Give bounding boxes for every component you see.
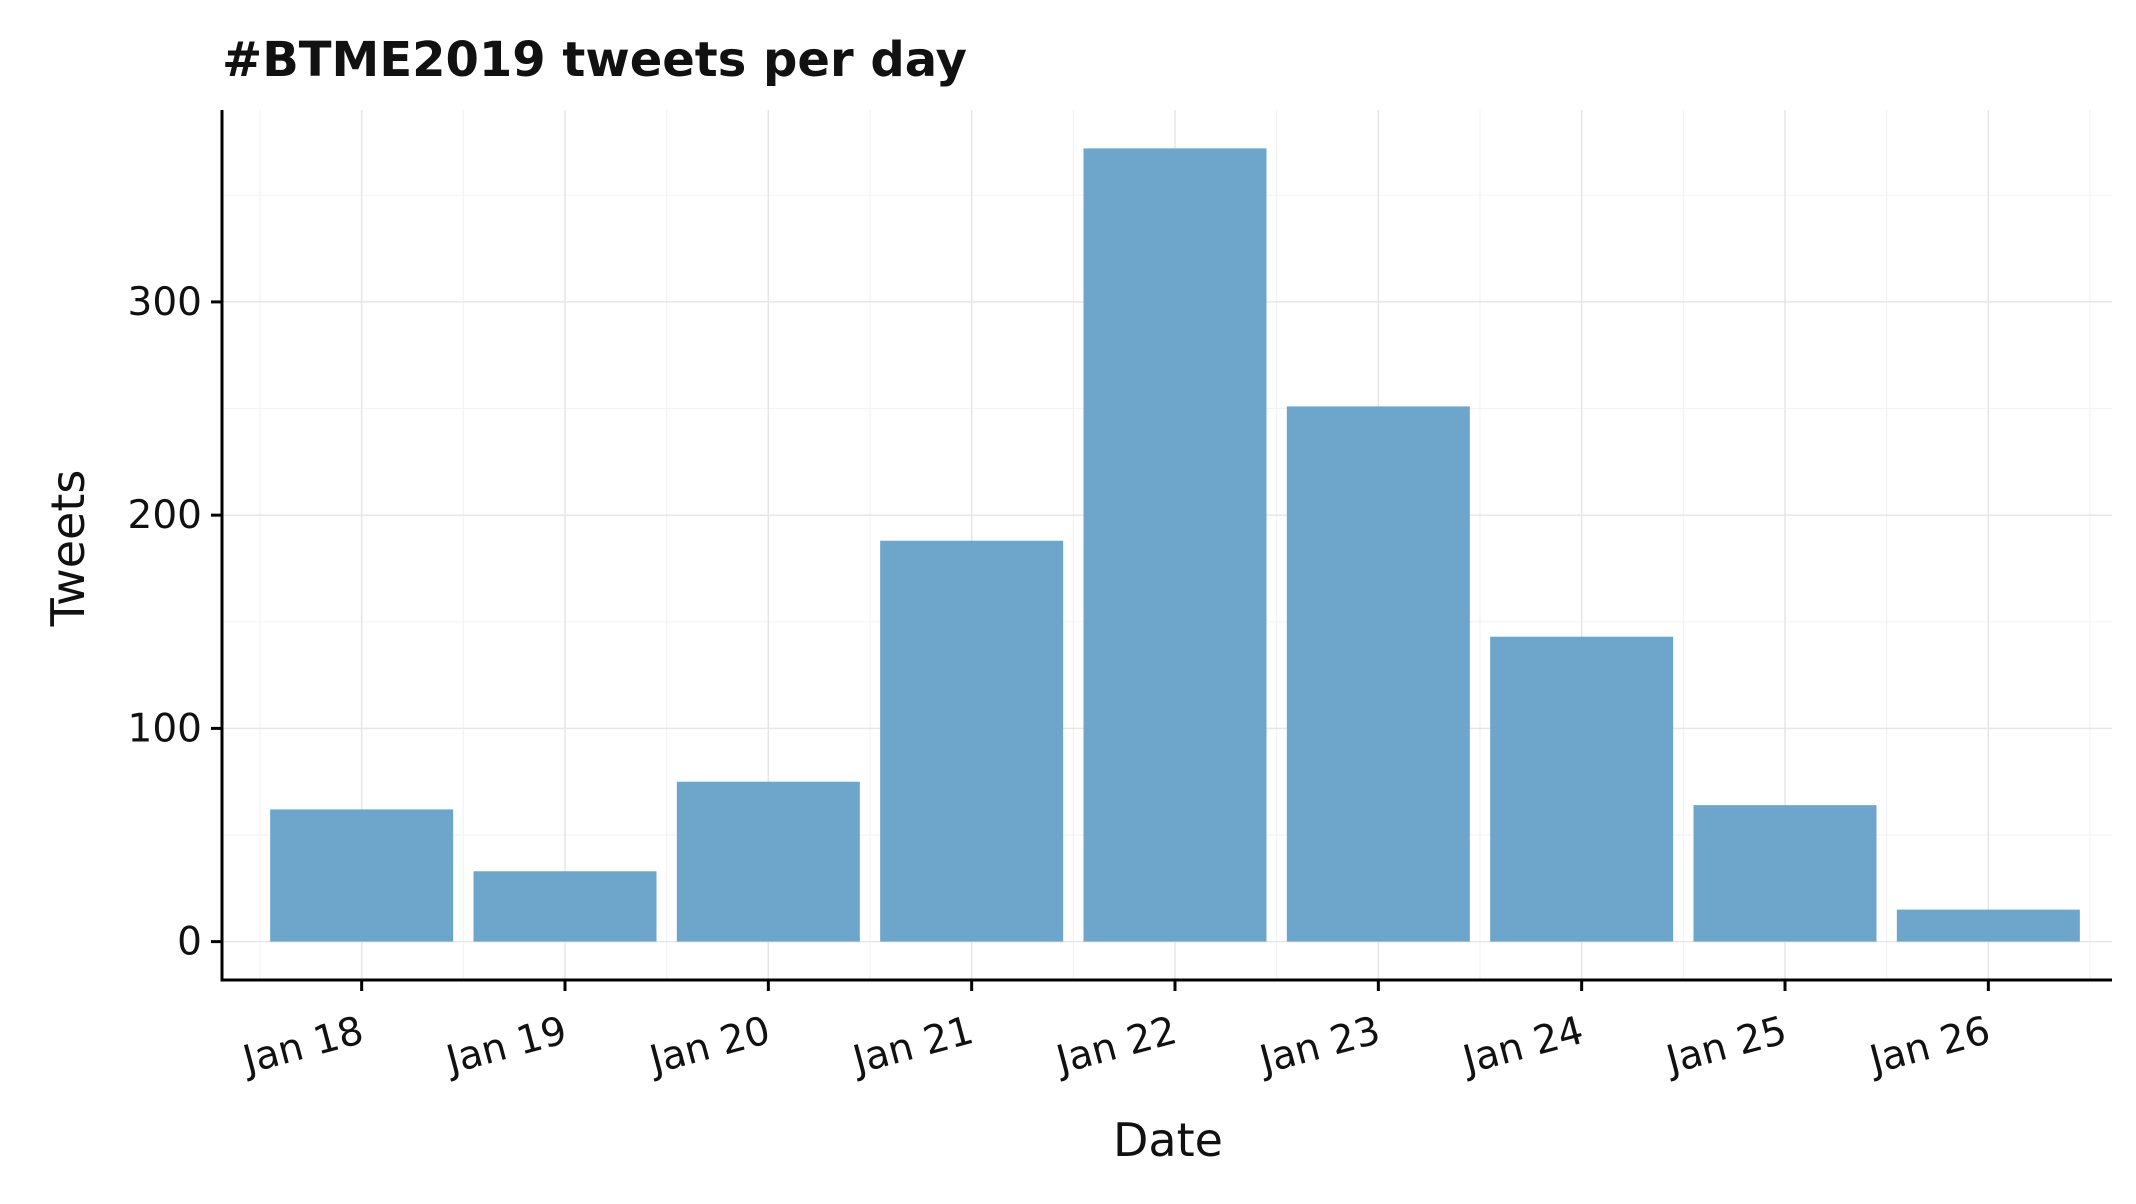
bar-jan-25 [1693, 805, 1877, 942]
y-tick-label: 100 [128, 706, 202, 751]
chart-title: #BTME2019 tweets per day [222, 32, 967, 88]
x-tick-label: Jan 26 [1862, 1008, 1995, 1084]
bars [270, 148, 2080, 942]
x-axis-title: Date [1113, 1113, 1223, 1167]
bar-jan-22 [1083, 148, 1267, 942]
x-tick-label: Jan 19 [439, 1008, 572, 1084]
y-tick-label: 0 [177, 920, 202, 965]
x-tick-label: Jan 21 [846, 1008, 979, 1084]
bar-jan-19 [473, 871, 657, 942]
x-tick-label: Jan 22 [1049, 1008, 1182, 1084]
x-tick-label: Jan 23 [1252, 1008, 1385, 1084]
x-tick-label: Jan 18 [236, 1008, 369, 1084]
x-tick-label: Jan 20 [642, 1008, 775, 1084]
bar-jan-23 [1286, 406, 1470, 942]
y-tick-label: 300 [128, 280, 202, 325]
x-tick-label: Jan 25 [1659, 1008, 1792, 1084]
axes [220, 110, 2112, 982]
bar-jan-20 [676, 781, 860, 942]
bar-jan-26 [1896, 909, 2080, 942]
x-tick-label: Jan 24 [1456, 1008, 1589, 1084]
bar-jan-24 [1490, 636, 1674, 942]
bar-jan-18 [270, 809, 454, 942]
bar-jan-21 [880, 540, 1064, 942]
y-tick-label: 200 [128, 493, 202, 538]
y-axis-title: Tweets [41, 470, 95, 628]
